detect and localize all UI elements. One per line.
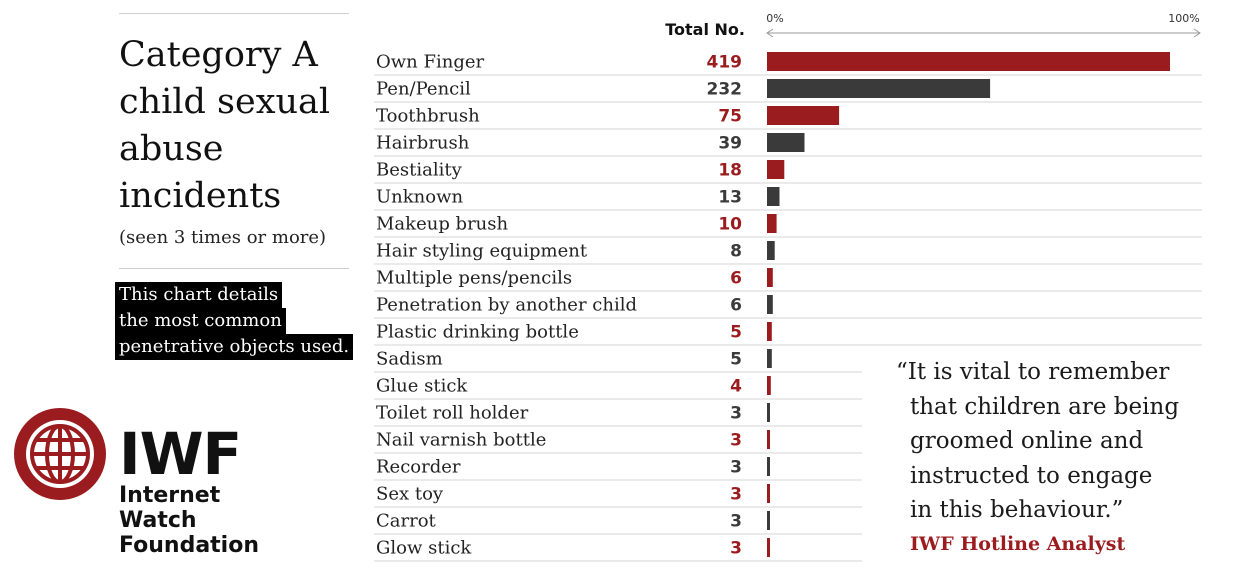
- category-label: Own Finger: [376, 52, 484, 73]
- axis-max-label: 100%: [1168, 12, 1199, 25]
- value-label: 6: [730, 296, 742, 316]
- category-label: Makeup brush: [376, 214, 509, 235]
- logo-name-line: Foundation: [119, 533, 260, 558]
- value-label: 3: [730, 404, 742, 424]
- category-label: Multiple pens/pencils: [376, 268, 572, 289]
- analyst-quote: “It is vital to remember that children a…: [896, 355, 1179, 528]
- value-label: 419: [707, 53, 743, 73]
- bar: [767, 241, 775, 260]
- quote-line: groomed online and: [910, 428, 1144, 454]
- category-label: Pen/Pencil: [376, 79, 471, 100]
- quote-line: instructed to engage: [910, 462, 1153, 489]
- logo-name-line: Internet: [119, 483, 221, 508]
- bar: [767, 376, 771, 395]
- value-label: 4: [730, 377, 742, 397]
- category-label: Toothbrush: [376, 106, 480, 127]
- category-label: Hair styling equipment: [376, 241, 588, 262]
- chart-title: Category A child sexual abuse incidents: [119, 35, 331, 216]
- bar: [767, 538, 770, 557]
- bar: [767, 457, 770, 476]
- category-label: Bestiality: [376, 160, 463, 181]
- chart-subtitle: (seen 3 times or more): [119, 227, 327, 248]
- bar: [767, 214, 777, 233]
- bar: [767, 511, 770, 530]
- axis-arrow-left: [766, 28, 774, 38]
- category-label: Plastic drinking bottle: [376, 322, 579, 343]
- category-label: Toilet roll holder: [376, 403, 529, 424]
- value-label: 232: [707, 80, 743, 100]
- note-line: This chart details: [115, 282, 283, 308]
- category-label: Hairbrush: [376, 133, 470, 154]
- logo-name: Internet Watch Foundation: [119, 483, 259, 558]
- note-line: the most common: [115, 308, 286, 334]
- value-label: 8: [730, 242, 742, 262]
- note-line: penetrative objects used.: [115, 334, 354, 360]
- value-label: 3: [730, 458, 742, 478]
- category-label: Carrot: [376, 511, 437, 532]
- category-label: Glow stick: [376, 538, 472, 559]
- logo-name-line: Watch: [119, 508, 197, 533]
- category-label: Recorder: [376, 457, 461, 478]
- axis-min-label: 0%: [766, 12, 783, 25]
- value-label: 3: [730, 485, 742, 505]
- bar: [767, 106, 840, 125]
- quote-line: that children are being: [910, 393, 1180, 420]
- bar: [767, 268, 773, 287]
- value-label: 10: [718, 215, 742, 235]
- quote-attribution: IWF Hotline Analyst: [910, 533, 1126, 555]
- logo-wordmark: IWF: [119, 420, 242, 488]
- axis-arrow-right: [1193, 28, 1201, 38]
- category-label: Penetration by another child: [376, 295, 637, 316]
- bar: [767, 322, 772, 341]
- value-label: 75: [718, 107, 742, 127]
- bar: [767, 484, 770, 503]
- bar: [767, 52, 1170, 71]
- quote-line: in this behaviour.”: [910, 497, 1124, 523]
- quote-line: “It is vital to remember: [896, 359, 1170, 385]
- bar: [767, 79, 991, 98]
- category-label: Sex toy: [376, 484, 444, 505]
- value-label: 6: [730, 269, 742, 289]
- value-label: 5: [730, 323, 742, 343]
- category-label: Glue stick: [376, 376, 468, 397]
- value-label: 18: [718, 161, 742, 181]
- bar: [767, 187, 780, 206]
- category-label: Nail varnish bottle: [376, 430, 546, 451]
- value-label: 3: [730, 512, 742, 532]
- bar: [767, 430, 770, 449]
- bar: [767, 403, 770, 422]
- value-label: 13: [718, 188, 742, 208]
- value-column-header: Total No.: [665, 20, 745, 39]
- value-label: 3: [730, 539, 742, 559]
- value-label: 3: [730, 431, 742, 451]
- category-label: Unknown: [376, 187, 464, 208]
- bar: [767, 349, 772, 368]
- top-rule: [119, 13, 349, 14]
- value-label: 5: [730, 350, 742, 370]
- value-label: 39: [718, 134, 742, 154]
- category-label: Sadism: [376, 349, 443, 370]
- chart-note: This chart details the most common penet…: [115, 282, 354, 360]
- iwf-globe-icon: [14, 408, 106, 500]
- bar: [767, 295, 773, 314]
- bar: [767, 160, 785, 179]
- bar: [767, 133, 805, 152]
- mid-rule: [119, 268, 349, 269]
